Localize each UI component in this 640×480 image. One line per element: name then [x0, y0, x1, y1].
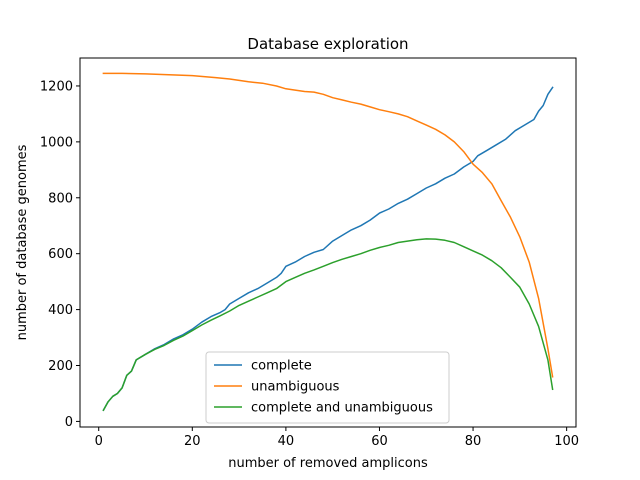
- y-tick-label: 1200: [40, 79, 73, 94]
- y-axis: 0 200 400 600 800 1000 1200: [40, 79, 80, 430]
- legend-label-1: unambiguous: [251, 380, 340, 395]
- y-tick-label: 800: [48, 191, 73, 206]
- legend-label-0: complete: [251, 359, 312, 374]
- y-tick-label: 1000: [40, 135, 73, 150]
- legend-label-2: complete and unambiguous: [251, 401, 433, 416]
- x-tick-label: 40: [278, 434, 295, 449]
- y-tick-label: 400: [48, 303, 73, 318]
- x-tick-label: 60: [371, 434, 388, 449]
- y-tick-label: 0: [65, 415, 73, 430]
- x-tick-label: 80: [465, 434, 482, 449]
- chart-title: Database exploration: [247, 35, 408, 53]
- y-tick-label: 200: [48, 359, 73, 374]
- x-tick-label: 100: [554, 434, 579, 449]
- series-layer: [102, 72, 554, 412]
- plot-frame: [79, 57, 577, 428]
- legend: complete unambiguous complete and unambigu…: [205, 351, 450, 424]
- x-axis-label: number of removed amplicons: [228, 456, 428, 471]
- legend-box: [205, 351, 450, 424]
- y-tick-label: 600: [48, 247, 73, 262]
- series-line-2: [102, 238, 554, 412]
- series-line-1: [102, 72, 554, 378]
- x-tick-label: 0: [95, 434, 103, 449]
- y-axis-label: number of database genomes: [15, 144, 30, 340]
- x-tick-label: 20: [184, 434, 201, 449]
- x-axis: 0 20 40 60 80 100: [95, 427, 579, 449]
